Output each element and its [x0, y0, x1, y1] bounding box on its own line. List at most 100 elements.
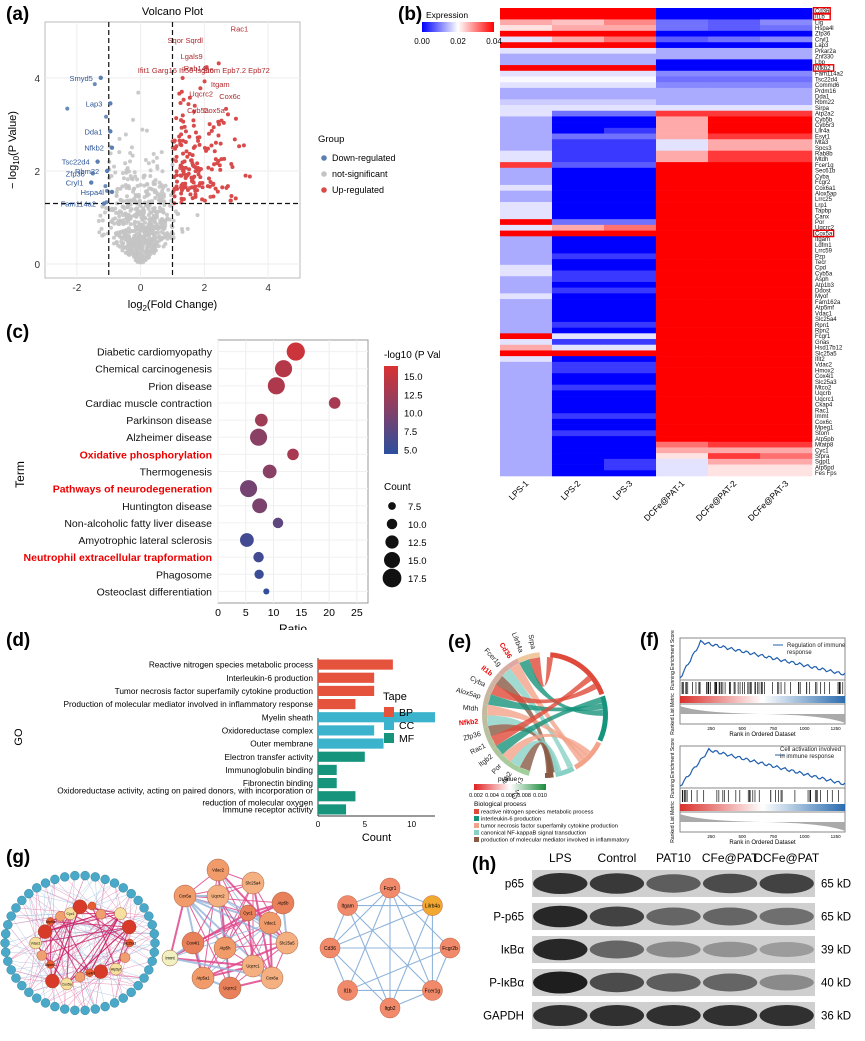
data-point [187, 95, 192, 100]
row-label: Lbp [815, 60, 826, 66]
network-node [72, 899, 88, 914]
data-point [233, 196, 238, 201]
data-point [123, 161, 128, 166]
network-edge [45, 882, 121, 914]
network-node-label: Cox5a [62, 982, 72, 986]
network-node [50, 874, 60, 885]
heatmap-cell [760, 105, 813, 112]
network-node [0, 929, 11, 939]
data-point [98, 213, 103, 218]
row-label: Gnas [815, 340, 829, 346]
network-node [32, 993, 42, 1003]
labeled-point [108, 129, 113, 134]
data-point [137, 202, 142, 207]
data-point [229, 161, 234, 166]
data-point [230, 164, 235, 169]
highlight-box [812, 64, 835, 72]
data-point [145, 224, 150, 229]
data-point [132, 222, 137, 227]
network-node [258, 911, 282, 935]
heatmap-cell [656, 293, 709, 300]
heatmap-cell [500, 401, 553, 408]
heatmap-cell [552, 116, 605, 123]
row-label: Ldfm1 [815, 243, 832, 249]
data-point [243, 173, 248, 178]
heatmap-cell [760, 430, 813, 437]
data-point [158, 220, 163, 225]
heatmap-cell [552, 196, 605, 203]
heatmap-cell [760, 339, 813, 346]
heatmap-cell [552, 13, 605, 20]
term-label: Pathways of neurodegeneration [53, 484, 212, 496]
heatmap-cell [656, 264, 709, 271]
data-point [100, 204, 105, 209]
data-point [133, 237, 138, 242]
network-node [206, 858, 230, 882]
heatmap-cell [604, 196, 657, 203]
heatmap-cell [604, 464, 657, 471]
data-point [150, 229, 155, 234]
network-node [3, 956, 13, 966]
heatmap-cell [552, 441, 605, 448]
heatmap-cell [500, 270, 553, 277]
network-node-label: Immt [165, 956, 175, 961]
data-point [169, 223, 174, 228]
data-point [104, 205, 109, 210]
data-point [120, 204, 125, 209]
heatmap-cell [552, 316, 605, 323]
data-point [200, 181, 205, 186]
heatmap-cell [552, 53, 605, 60]
bar [318, 764, 337, 775]
network-node [422, 980, 443, 1001]
heatmap-cell [708, 253, 761, 260]
heatmap-cell [656, 202, 709, 209]
heatmap-cell [552, 167, 605, 174]
blot-band [589, 972, 645, 993]
network-edge [389, 887, 451, 949]
data-point [138, 260, 143, 265]
row-label: Hspa4l [815, 26, 834, 32]
heatmap-cell [760, 356, 813, 363]
heatmap-cell [604, 53, 657, 60]
data-point [158, 192, 163, 197]
row-label: Tecr [815, 260, 826, 266]
process-legend-label: interleukin-6 production [481, 817, 541, 823]
row-label: Cyba [815, 174, 830, 180]
heatmap-cell [500, 93, 553, 100]
heatmap-cell [708, 207, 761, 214]
data-point [182, 159, 187, 164]
heatmap-cell [552, 321, 605, 328]
row-label: Zfp36 [815, 32, 831, 38]
data-point [132, 253, 137, 258]
heatmap-cell [708, 418, 761, 425]
gene-arc [486, 681, 496, 695]
data-point [186, 102, 191, 107]
heatmap-cell [656, 464, 709, 471]
heatmap-cell [500, 53, 553, 60]
heatmap-cell [552, 230, 605, 237]
term-label: Osteoclast differentiation [97, 586, 213, 598]
data-point [180, 165, 185, 170]
data-point [173, 146, 178, 151]
data-point [182, 124, 187, 129]
gene-label: Alox5ap [455, 687, 481, 701]
network-node [126, 888, 136, 899]
x-tick-label: 2 [202, 283, 208, 294]
gene-label-up: Stom Epb7.2 Epb72 [203, 66, 270, 75]
row-label: Rac1 [815, 408, 830, 414]
data-point [144, 241, 149, 246]
heatmap-cell [604, 224, 657, 231]
heatmap-cell [500, 316, 553, 323]
heatmap-cell [500, 150, 553, 157]
gene-label-up: Cox6c [219, 92, 241, 101]
data-point [217, 122, 222, 127]
heatmap-cell [708, 110, 761, 117]
network-node [206, 884, 230, 908]
network-node [17, 980, 27, 991]
es-curve [679, 747, 846, 787]
heatmap-cell [760, 82, 813, 89]
heatmap-cell [656, 82, 709, 89]
data-point [114, 190, 119, 195]
data-point [174, 179, 179, 184]
